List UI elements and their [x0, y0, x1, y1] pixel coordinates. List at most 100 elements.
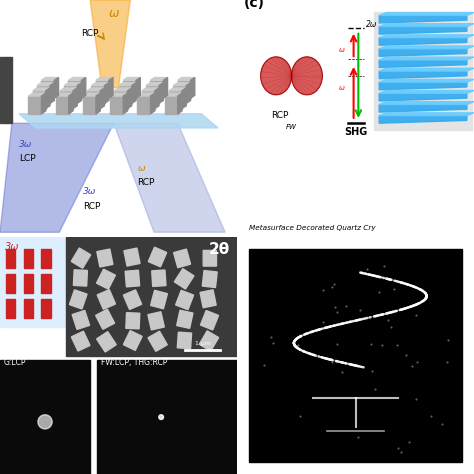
FancyBboxPatch shape	[151, 291, 167, 309]
Polygon shape	[109, 77, 113, 98]
Bar	[56, 96, 69, 114]
Polygon shape	[178, 93, 182, 114]
Bar	[150, 80, 163, 98]
Polygon shape	[379, 71, 467, 79]
FancyBboxPatch shape	[97, 269, 115, 289]
FancyBboxPatch shape	[148, 247, 166, 267]
Polygon shape	[379, 113, 474, 116]
Polygon shape	[60, 88, 77, 91]
Polygon shape	[379, 13, 474, 15]
Polygon shape	[55, 77, 59, 98]
Polygon shape	[110, 93, 128, 96]
Polygon shape	[82, 77, 86, 98]
Bar	[87, 91, 100, 109]
Text: FW:LCP, THG:RCP: FW:LCP, THG:RCP	[100, 358, 167, 367]
FancyBboxPatch shape	[73, 270, 87, 286]
Polygon shape	[379, 46, 474, 49]
Polygon shape	[91, 82, 109, 85]
Bar	[114, 91, 128, 109]
FancyBboxPatch shape	[152, 270, 166, 286]
Bar	[0, 237, 66, 327]
Bar	[64, 86, 77, 103]
Bar	[42, 249, 51, 268]
Bar	[24, 299, 33, 318]
Bar	[37, 86, 50, 103]
Bar	[96, 80, 109, 98]
Bar	[6, 274, 15, 292]
Polygon shape	[178, 77, 195, 80]
Polygon shape	[28, 93, 46, 96]
Polygon shape	[77, 82, 82, 103]
Text: SHG: SHG	[344, 127, 367, 137]
FancyBboxPatch shape	[148, 312, 164, 330]
FancyBboxPatch shape	[177, 310, 193, 328]
Polygon shape	[379, 38, 467, 45]
Polygon shape	[379, 24, 474, 27]
Polygon shape	[56, 93, 73, 96]
FancyBboxPatch shape	[72, 248, 91, 268]
Polygon shape	[83, 93, 100, 96]
Polygon shape	[379, 15, 467, 23]
Polygon shape	[50, 82, 55, 103]
Polygon shape	[173, 82, 191, 85]
FancyBboxPatch shape	[124, 248, 140, 266]
Text: (c): (c)	[244, 0, 265, 10]
Polygon shape	[379, 57, 474, 60]
Polygon shape	[19, 114, 218, 128]
FancyBboxPatch shape	[96, 310, 115, 329]
Polygon shape	[118, 82, 136, 85]
FancyBboxPatch shape	[126, 313, 140, 329]
Bar	[146, 86, 159, 103]
Polygon shape	[379, 102, 474, 105]
FancyBboxPatch shape	[97, 249, 113, 267]
Polygon shape	[379, 91, 474, 93]
Polygon shape	[87, 88, 104, 91]
Polygon shape	[90, 0, 130, 88]
Bar	[66, 237, 237, 356]
Text: 1 μm: 1 μm	[195, 341, 210, 346]
Polygon shape	[379, 93, 467, 101]
Polygon shape	[37, 82, 55, 85]
Text: 2θ: 2θ	[209, 242, 230, 257]
FancyBboxPatch shape	[124, 331, 142, 350]
Polygon shape	[33, 88, 50, 91]
Polygon shape	[186, 82, 191, 103]
Bar	[173, 86, 186, 103]
Polygon shape	[123, 93, 128, 114]
Polygon shape	[379, 68, 474, 71]
Polygon shape	[163, 77, 168, 98]
Polygon shape	[155, 88, 159, 109]
Polygon shape	[114, 123, 225, 232]
FancyBboxPatch shape	[174, 269, 194, 289]
Polygon shape	[100, 88, 104, 109]
FancyBboxPatch shape	[72, 310, 90, 329]
Text: ω: ω	[339, 85, 345, 91]
Polygon shape	[159, 82, 163, 103]
Polygon shape	[73, 88, 77, 109]
Polygon shape	[42, 93, 46, 114]
Polygon shape	[146, 82, 163, 85]
Polygon shape	[379, 116, 467, 123]
Text: RCP: RCP	[271, 111, 288, 120]
FancyBboxPatch shape	[124, 290, 142, 310]
Bar	[178, 80, 191, 98]
Bar	[123, 80, 136, 98]
Bar	[6, 249, 15, 268]
Bar	[41, 80, 55, 98]
FancyBboxPatch shape	[200, 331, 219, 351]
Circle shape	[38, 415, 52, 429]
Text: 3ω: 3ω	[19, 140, 32, 149]
Bar	[60, 91, 73, 109]
Polygon shape	[142, 88, 159, 91]
Polygon shape	[136, 77, 140, 98]
FancyBboxPatch shape	[70, 290, 87, 309]
Text: 3ω: 3ω	[83, 187, 96, 196]
FancyBboxPatch shape	[97, 332, 116, 352]
Polygon shape	[379, 27, 467, 34]
Polygon shape	[374, 12, 472, 130]
Text: ω: ω	[109, 7, 119, 20]
Polygon shape	[68, 77, 86, 80]
Bar	[24, 249, 33, 268]
Polygon shape	[114, 88, 132, 91]
Text: ω: ω	[137, 164, 145, 173]
